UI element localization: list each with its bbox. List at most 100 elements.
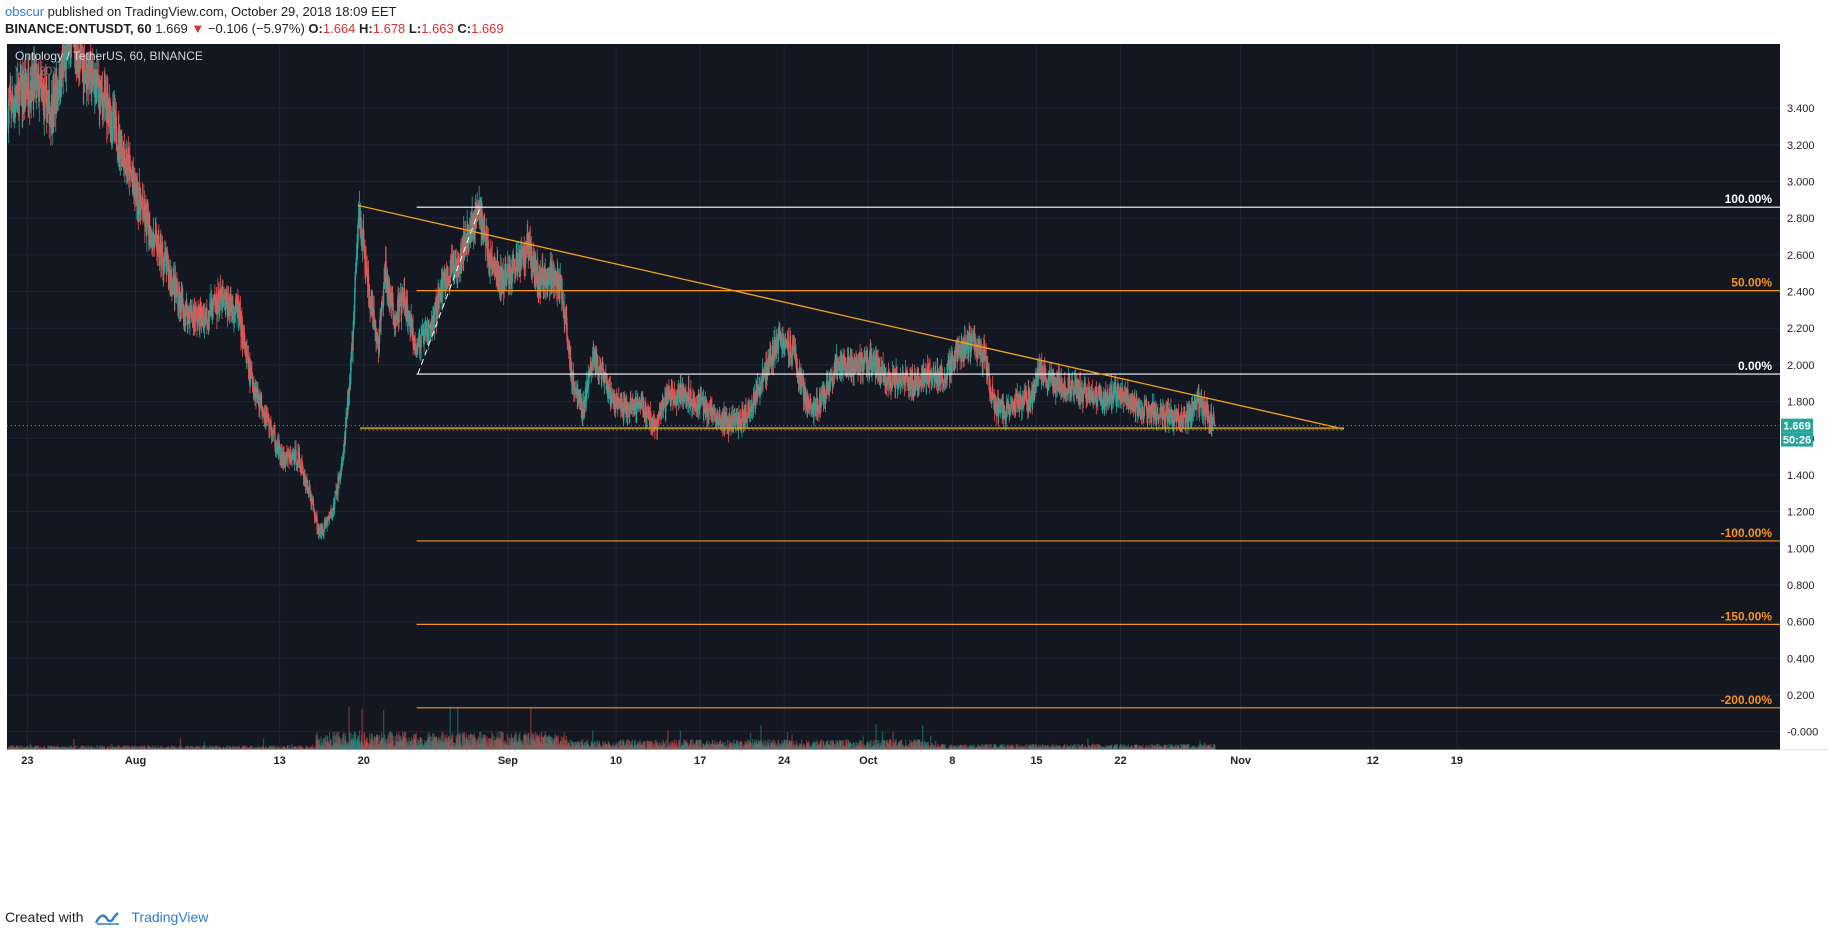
volume-bar bbox=[900, 740, 902, 750]
candle-body bbox=[95, 79, 97, 104]
volume-bar bbox=[954, 745, 956, 750]
volume-bar bbox=[804, 747, 807, 750]
volume-bar bbox=[629, 740, 631, 750]
volume-bar bbox=[660, 745, 663, 750]
volume-bar bbox=[918, 739, 920, 750]
volume-bar bbox=[317, 739, 319, 750]
volume-bar bbox=[47, 746, 49, 750]
volume-bar bbox=[119, 747, 122, 750]
candle-body bbox=[539, 291, 541, 292]
volume-bar bbox=[501, 731, 503, 750]
candle-body bbox=[130, 175, 133, 177]
candle-body bbox=[638, 403, 641, 407]
volume-bar bbox=[268, 745, 271, 750]
volume-bar bbox=[757, 741, 760, 750]
price-chart-svg[interactable]: 100.00%50.00%0.00%-100.00%-150.00%-200.0… bbox=[7, 5, 1828, 872]
volume-bar bbox=[382, 709, 385, 750]
volume-bar bbox=[716, 745, 718, 750]
candle-body bbox=[345, 417, 347, 423]
volume-bar bbox=[1029, 744, 1031, 750]
volume-bar bbox=[1092, 746, 1095, 750]
candle-body bbox=[345, 415, 348, 418]
volume-bar bbox=[108, 748, 110, 750]
volume-bar bbox=[442, 732, 444, 750]
volume-bar bbox=[559, 740, 561, 750]
candle-body bbox=[221, 294, 224, 309]
candle-body bbox=[409, 311, 411, 316]
volume-bar bbox=[1099, 747, 1101, 750]
volume-bar bbox=[675, 743, 677, 750]
volume-bar bbox=[184, 747, 187, 750]
volume-bar bbox=[487, 737, 489, 750]
candle-body bbox=[354, 270, 357, 277]
volume-bar bbox=[1204, 743, 1207, 750]
chart-area[interactable]: 100.00% 50.00% 0.00% -100.00% -150.00% -200.0… bbox=[7, 5, 1828, 872]
candle-body bbox=[592, 350, 594, 367]
volume-bar bbox=[341, 737, 343, 750]
volume-bar bbox=[996, 747, 998, 750]
candle-body bbox=[232, 304, 234, 314]
volume-bar bbox=[874, 739, 877, 750]
volume-bar bbox=[310, 745, 313, 750]
volume-bar bbox=[299, 745, 302, 750]
candle-body bbox=[596, 358, 598, 370]
volume-bar bbox=[960, 744, 962, 750]
volume-bar bbox=[911, 745, 913, 750]
volume-bar bbox=[354, 732, 356, 750]
volume-bar bbox=[203, 741, 206, 750]
volume-bar bbox=[502, 743, 504, 750]
author-link[interactable]: obscur bbox=[5, 4, 45, 19]
candle-body bbox=[581, 409, 583, 416]
volume-bar bbox=[751, 739, 754, 750]
volume-bar bbox=[495, 737, 497, 750]
volume-bar bbox=[708, 744, 710, 750]
volume-bar bbox=[1212, 747, 1214, 750]
volume-bar bbox=[740, 740, 742, 750]
volume-bar bbox=[397, 743, 399, 750]
candle-body bbox=[49, 113, 51, 125]
volume-bar bbox=[517, 741, 519, 750]
volume-bar bbox=[757, 739, 759, 750]
volume-bar bbox=[1058, 745, 1060, 750]
candle-body bbox=[252, 384, 254, 386]
candle-body bbox=[502, 271, 504, 284]
volume-bar bbox=[1023, 745, 1025, 750]
volume-bar bbox=[376, 734, 378, 750]
volume-bar bbox=[681, 745, 684, 750]
volume-bar bbox=[277, 746, 279, 750]
candle-body bbox=[39, 75, 41, 86]
volume-bar bbox=[1122, 748, 1124, 750]
candle-body bbox=[51, 101, 53, 129]
volume-bar bbox=[470, 732, 472, 750]
volume-bar bbox=[78, 748, 80, 750]
candle-body bbox=[273, 430, 275, 433]
volume-bar bbox=[957, 747, 959, 750]
volume-bar bbox=[818, 743, 820, 750]
volume-bar bbox=[1168, 747, 1171, 750]
candle-body bbox=[331, 507, 334, 514]
volume-bar bbox=[389, 731, 392, 750]
volume-bar bbox=[121, 746, 124, 750]
volume-bar bbox=[527, 733, 529, 750]
volume-bar bbox=[687, 743, 689, 750]
candle-body bbox=[343, 436, 346, 448]
volume-bar bbox=[793, 746, 795, 750]
candle-body bbox=[56, 79, 58, 97]
volume-bar bbox=[588, 746, 590, 750]
volume-bar bbox=[1082, 748, 1084, 750]
volume-bar bbox=[1213, 745, 1216, 750]
volume-bar bbox=[537, 738, 539, 750]
volume-bar bbox=[371, 734, 373, 750]
volume-bar bbox=[1101, 746, 1104, 750]
volume-bar bbox=[425, 741, 427, 750]
volume-bar bbox=[717, 743, 720, 750]
volume-bar bbox=[422, 743, 424, 750]
volume-bar bbox=[949, 746, 951, 750]
volume-bar bbox=[1073, 747, 1075, 750]
volume-bar bbox=[125, 748, 127, 750]
volume-bar bbox=[636, 744, 638, 750]
volume-bar bbox=[131, 745, 133, 750]
volume-bar bbox=[507, 745, 509, 750]
volume-bar bbox=[551, 738, 553, 750]
volume-bar bbox=[439, 740, 441, 750]
